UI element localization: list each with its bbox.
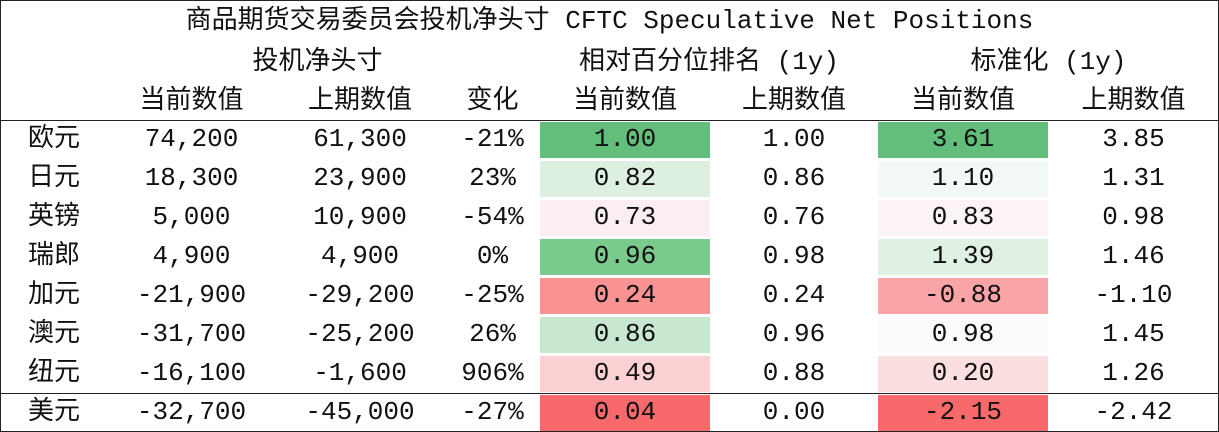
row-label: 日元 <box>27 163 80 193</box>
row-label: 瑞郎 <box>27 241 80 271</box>
cell: -29,200 <box>305 280 415 310</box>
cell-fill <box>878 395 1048 431</box>
cell: 0.73 <box>593 202 657 232</box>
cell: 74,200 <box>144 124 239 154</box>
cell-fill <box>878 122 1048 158</box>
cell-fill <box>540 395 710 431</box>
cell: -31,700 <box>136 319 247 349</box>
group-header: 标准化 (1y) <box>970 47 1127 77</box>
cell: 1.00 <box>593 124 657 154</box>
cell: 0.24 <box>762 280 826 310</box>
cell: -54% <box>461 202 524 232</box>
cell: 1.46 <box>1102 241 1165 271</box>
cell-fill <box>878 200 1048 236</box>
column-header: 上期数值 <box>1081 86 1186 116</box>
cell: 3.61 <box>931 124 995 154</box>
cell-fill <box>878 239 1048 275</box>
cell-fill <box>878 278 1048 314</box>
cell: -1.10 <box>1094 280 1173 310</box>
cell: -2.42 <box>1094 397 1173 427</box>
row-label: 英镑 <box>27 202 80 232</box>
cell: -32,700 <box>136 397 247 427</box>
cell: 0.04 <box>593 397 657 427</box>
cell: -25% <box>461 280 524 310</box>
row-label: 加元 <box>27 280 80 310</box>
cell: -21% <box>461 124 524 154</box>
cell: 1.26 <box>1102 358 1165 388</box>
cell: 0.49 <box>593 358 657 388</box>
cell: 1.39 <box>931 241 995 271</box>
border <box>0 0 1 432</box>
cell: -45,000 <box>305 397 415 427</box>
row-label: 纽元 <box>27 358 80 388</box>
cell: -27% <box>461 397 524 427</box>
cell: 906% <box>461 358 524 388</box>
cell: 0.88 <box>762 358 826 388</box>
cell: 0.82 <box>593 163 657 193</box>
row-rule <box>0 393 1219 394</box>
cell: 1.00 <box>762 124 826 154</box>
cell: -2.15 <box>923 397 1002 427</box>
cell: 4,900 <box>152 241 231 271</box>
cell: -21,900 <box>136 280 247 310</box>
cell-fill <box>540 239 710 275</box>
cell: 23,900 <box>313 163 407 193</box>
cell: 10,900 <box>313 202 407 232</box>
cell: 3.85 <box>1102 124 1165 154</box>
cell: 5,000 <box>152 202 231 232</box>
cell: 0.96 <box>593 241 657 271</box>
cell: 0.86 <box>593 319 657 349</box>
cell-fill <box>878 356 1048 392</box>
cell: 0.98 <box>931 319 995 349</box>
cell: 61,300 <box>313 124 407 154</box>
cell-fill <box>540 317 710 353</box>
cell-fill <box>540 200 710 236</box>
row-label: 美元 <box>27 397 80 427</box>
cell-fill <box>540 278 710 314</box>
cell: 26% <box>469 319 516 349</box>
cell-fill <box>540 161 710 197</box>
cell-fill <box>540 122 710 158</box>
cell: 0.20 <box>931 358 995 388</box>
row-rule <box>0 120 1219 121</box>
cell: -0.88 <box>923 280 1002 310</box>
cell: 0.98 <box>762 241 826 271</box>
group-header: 投机净头寸 <box>252 47 383 77</box>
cell: 1.10 <box>931 163 995 193</box>
cell: 18,300 <box>144 163 239 193</box>
group-header: 相对百分位排名 (1y) <box>578 47 839 77</box>
cell: 0.24 <box>593 280 657 310</box>
cell: 4,900 <box>320 241 399 271</box>
cell: 1.45 <box>1102 319 1165 349</box>
cell: -25,200 <box>305 319 415 349</box>
column-header: 上期数值 <box>307 86 412 116</box>
cell: 0.98 <box>1102 202 1165 232</box>
cell-fill <box>878 161 1048 197</box>
cell-fill <box>540 356 710 392</box>
cell: 0.96 <box>762 319 826 349</box>
cell: 0.76 <box>762 202 826 232</box>
cell: 23% <box>469 163 516 193</box>
column-header: 变化 <box>466 86 519 116</box>
cell-fill <box>878 317 1048 353</box>
title: 商品期货交易委员会投机净头寸 CFTC Speculative Net Posi… <box>185 6 1034 36</box>
cell: 0.00 <box>762 397 826 427</box>
cell: 0.83 <box>931 202 995 232</box>
column-header: 当前数值 <box>572 86 677 116</box>
row-label: 澳元 <box>27 319 80 349</box>
cell: 0.86 <box>762 163 826 193</box>
row-label: 欧元 <box>27 124 80 154</box>
cell: 1.31 <box>1102 163 1165 193</box>
column-header: 当前数值 <box>139 86 244 116</box>
cell: -16,100 <box>136 358 247 388</box>
column-header: 上期数值 <box>741 86 846 116</box>
border <box>0 0 1219 1</box>
cell: 0% <box>476 241 509 271</box>
column-header: 当前数值 <box>910 86 1015 116</box>
cell: -1,600 <box>313 358 407 388</box>
